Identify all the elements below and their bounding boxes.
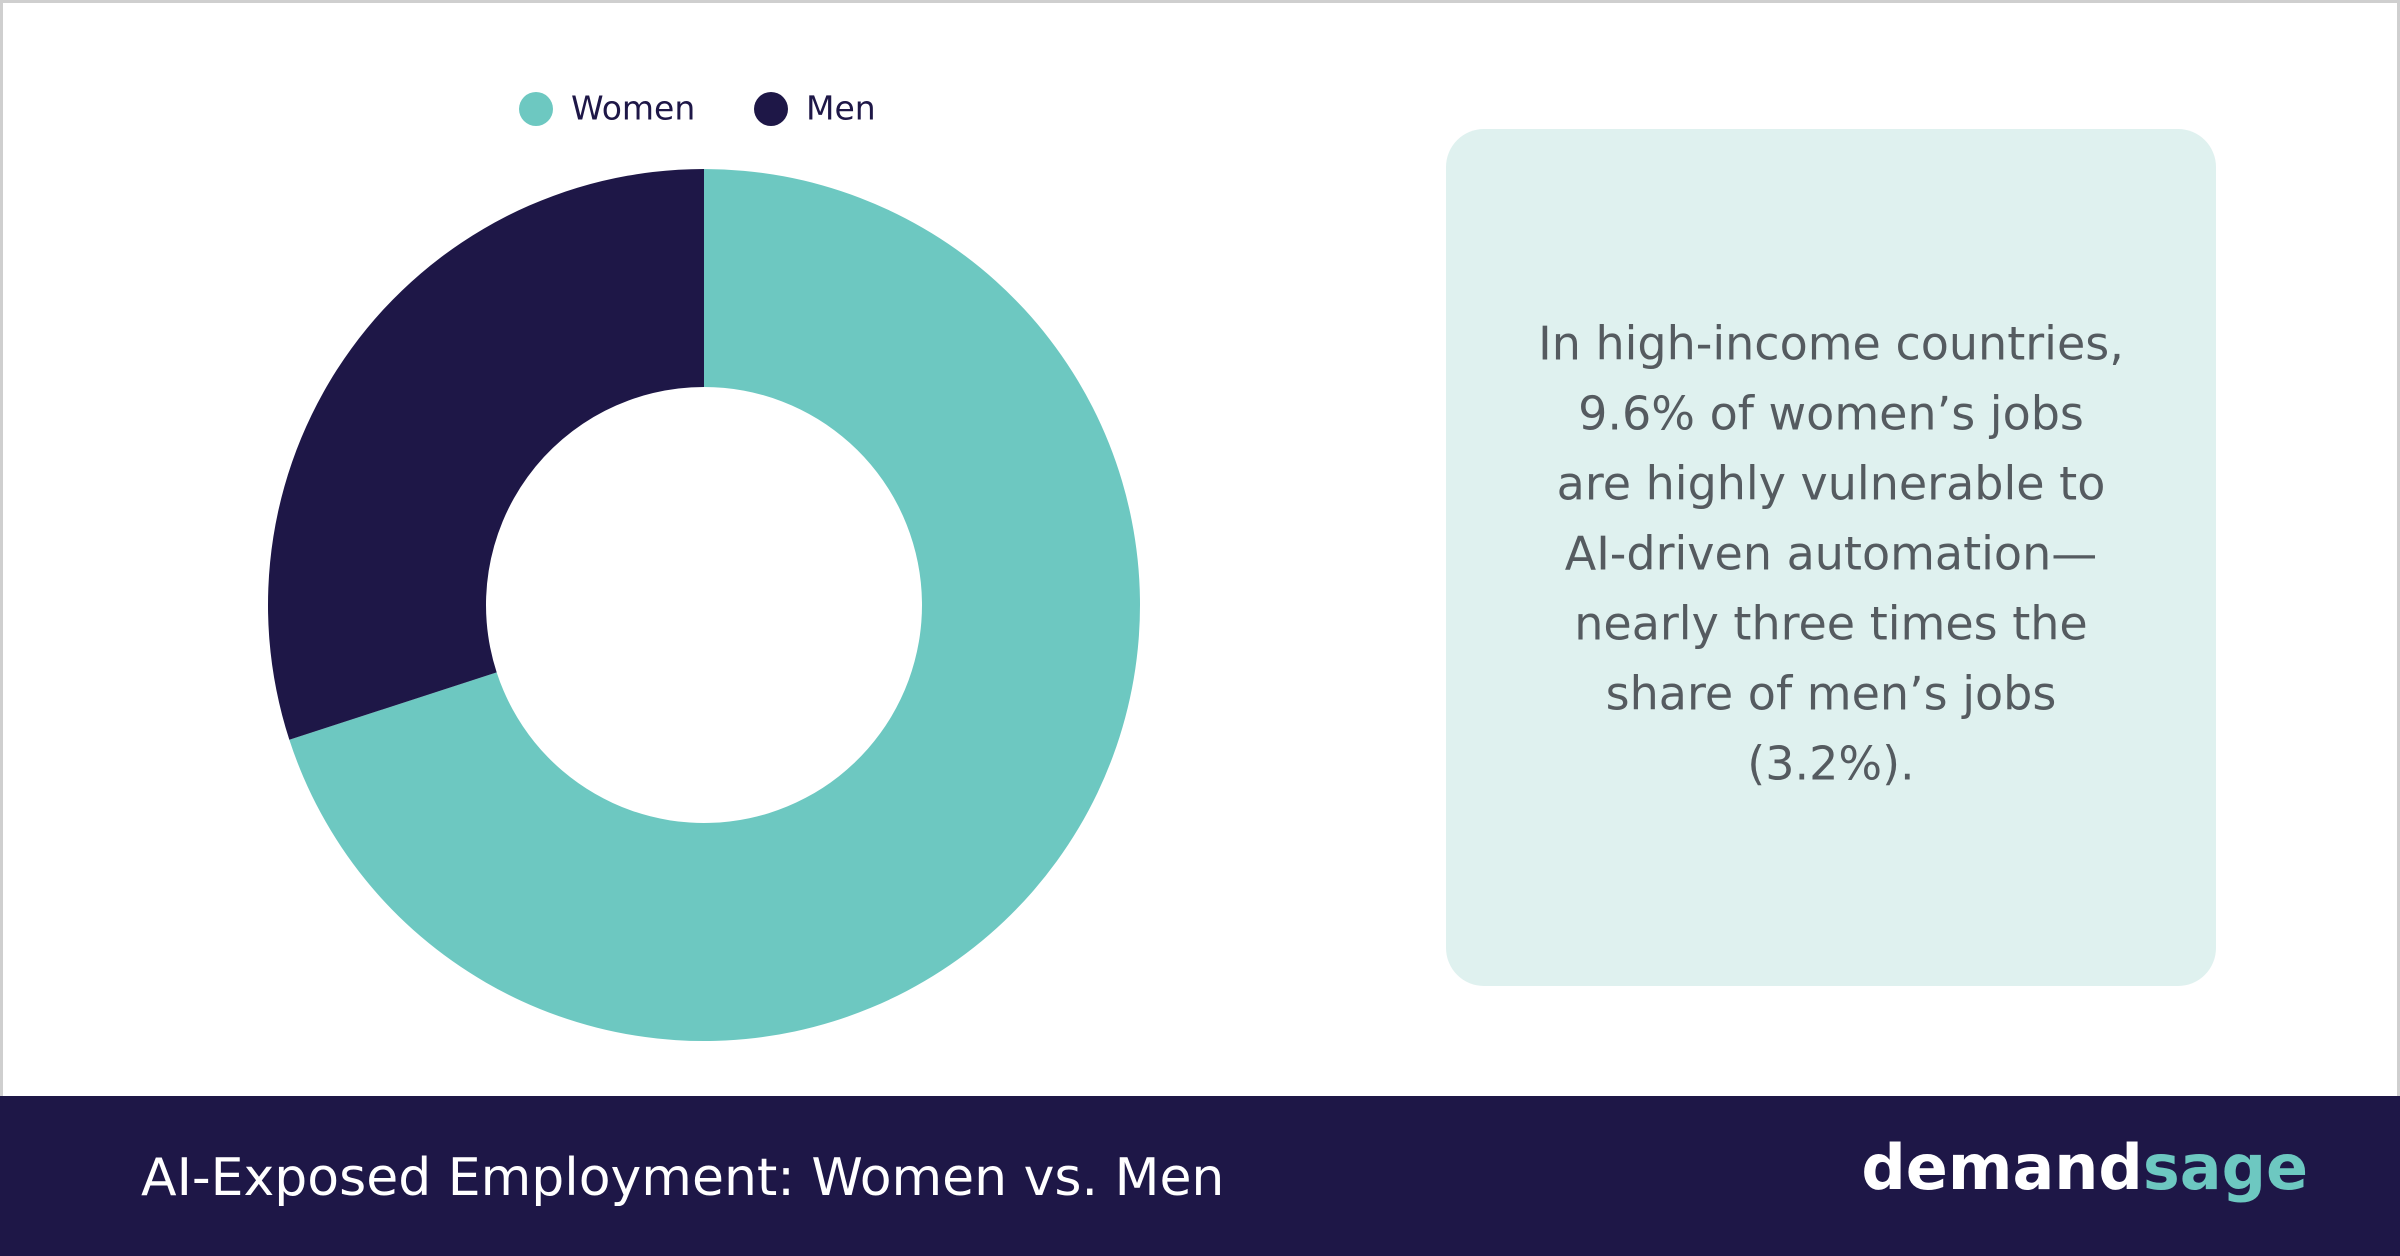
legend-swatch [519,92,553,126]
callout-line: share of men’s jobs [1606,667,2057,721]
callout-line: are highly vulnerable to [1557,457,2106,511]
legend-label: Men [806,89,876,128]
logo-second: sage [2143,1131,2308,1204]
logo-first: demand [1861,1131,2142,1204]
callout-line: AI-driven automation— [1565,527,2097,581]
legend-label: Women [571,89,695,128]
callout-box [1446,129,2216,986]
legend-swatch [754,92,788,126]
callout-line: In high-income countries, [1538,317,2124,371]
donut-slice [267,169,704,740]
logo: demandsage [1861,1131,2308,1204]
footer [0,1096,2400,1256]
callout-line: 9.6% of women’s jobs [1578,387,2084,441]
donut-slice [289,169,1140,1041]
chart-title: AI-Exposed Employment: Women vs. Men [141,1148,1224,1208]
callout-line: (3.2%). [1747,737,1914,791]
callout-line: nearly three times the [1574,597,2088,651]
